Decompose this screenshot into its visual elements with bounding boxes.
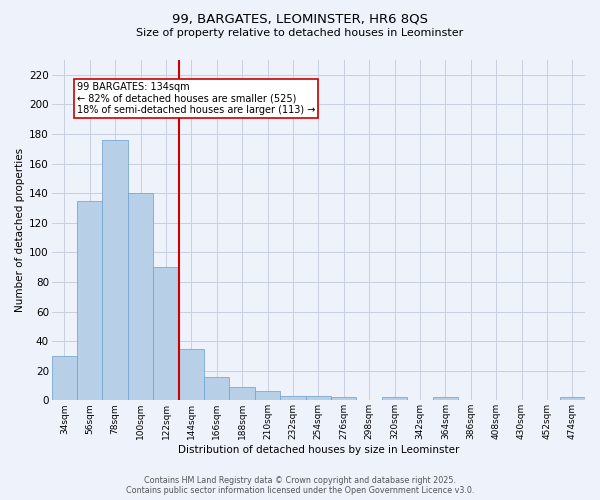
Text: Contains HM Land Registry data © Crown copyright and database right 2025.
Contai: Contains HM Land Registry data © Crown c… — [126, 476, 474, 495]
Bar — [433, 398, 458, 400]
Bar — [382, 398, 407, 400]
Bar — [204, 376, 229, 400]
Bar — [153, 267, 179, 400]
Text: 99, BARGATES, LEOMINSTER, HR6 8QS: 99, BARGATES, LEOMINSTER, HR6 8QS — [172, 12, 428, 26]
Text: 99 BARGATES: 134sqm
← 82% of detached houses are smaller (525)
18% of semi-detac: 99 BARGATES: 134sqm ← 82% of detached ho… — [77, 82, 316, 116]
Bar — [128, 193, 153, 400]
Bar — [103, 140, 128, 400]
Bar — [229, 387, 255, 400]
Bar — [77, 200, 103, 400]
Bar — [52, 356, 77, 401]
X-axis label: Distribution of detached houses by size in Leominster: Distribution of detached houses by size … — [178, 445, 459, 455]
Bar — [560, 398, 585, 400]
Bar — [255, 392, 280, 400]
Text: Size of property relative to detached houses in Leominster: Size of property relative to detached ho… — [136, 28, 464, 38]
Bar — [179, 348, 204, 401]
Bar — [331, 398, 356, 400]
Y-axis label: Number of detached properties: Number of detached properties — [15, 148, 25, 312]
Bar — [280, 396, 305, 400]
Bar — [305, 396, 331, 400]
